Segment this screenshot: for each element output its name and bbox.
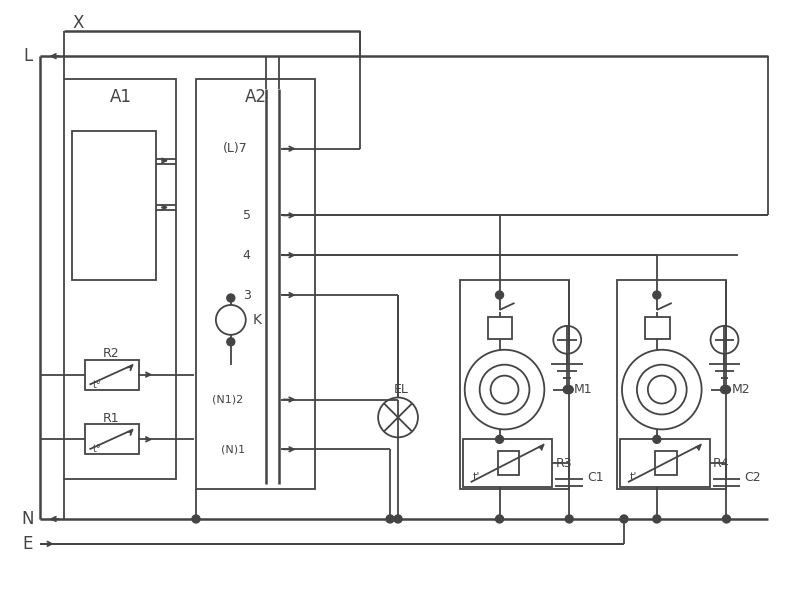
Circle shape xyxy=(496,515,503,523)
Bar xyxy=(71,131,156,280)
Text: R4: R4 xyxy=(713,457,729,469)
Circle shape xyxy=(620,515,628,523)
Circle shape xyxy=(653,291,661,299)
Text: EL: EL xyxy=(394,383,409,396)
Text: 5: 5 xyxy=(243,209,251,222)
Text: M2: M2 xyxy=(731,383,750,396)
Circle shape xyxy=(394,515,402,523)
Text: K: K xyxy=(252,313,262,327)
Circle shape xyxy=(192,515,200,523)
Circle shape xyxy=(653,436,661,443)
Bar xyxy=(488,317,512,339)
Bar xyxy=(645,317,670,339)
Text: L: L xyxy=(23,47,32,65)
Bar xyxy=(463,439,553,487)
Bar xyxy=(64,79,176,479)
Circle shape xyxy=(653,515,661,523)
Circle shape xyxy=(386,515,394,523)
Text: E: E xyxy=(23,535,33,553)
Text: A2: A2 xyxy=(244,88,267,106)
Circle shape xyxy=(496,291,503,299)
Text: R2: R2 xyxy=(103,347,120,360)
Text: C2: C2 xyxy=(744,471,761,484)
Circle shape xyxy=(496,436,503,443)
Text: (N1)2: (N1)2 xyxy=(211,394,243,405)
Bar xyxy=(498,451,519,475)
Bar xyxy=(196,79,316,489)
Circle shape xyxy=(721,386,728,393)
Text: t°: t° xyxy=(92,380,101,390)
Circle shape xyxy=(722,515,731,523)
Text: 3: 3 xyxy=(243,289,251,302)
Circle shape xyxy=(227,294,235,302)
Text: A1: A1 xyxy=(110,88,133,106)
Text: X: X xyxy=(73,14,84,32)
Text: t': t' xyxy=(472,472,481,482)
Text: 4: 4 xyxy=(243,249,251,262)
Text: R3: R3 xyxy=(555,457,572,469)
Text: R1: R1 xyxy=(103,412,120,425)
Bar xyxy=(460,280,570,489)
Text: (L)7: (L)7 xyxy=(223,142,248,155)
Bar xyxy=(654,451,676,475)
Circle shape xyxy=(722,386,731,393)
Text: (N)1: (N)1 xyxy=(221,444,245,455)
Circle shape xyxy=(565,515,574,523)
Text: t°: t° xyxy=(92,444,101,455)
Bar xyxy=(617,280,726,489)
Circle shape xyxy=(565,386,574,393)
Circle shape xyxy=(227,338,235,346)
Bar xyxy=(84,424,139,454)
Text: M1: M1 xyxy=(574,383,593,396)
Circle shape xyxy=(563,386,571,393)
Text: t': t' xyxy=(630,472,637,482)
Bar xyxy=(620,439,709,487)
Text: C1: C1 xyxy=(587,471,604,484)
Bar xyxy=(84,360,139,390)
Text: N: N xyxy=(22,510,34,528)
